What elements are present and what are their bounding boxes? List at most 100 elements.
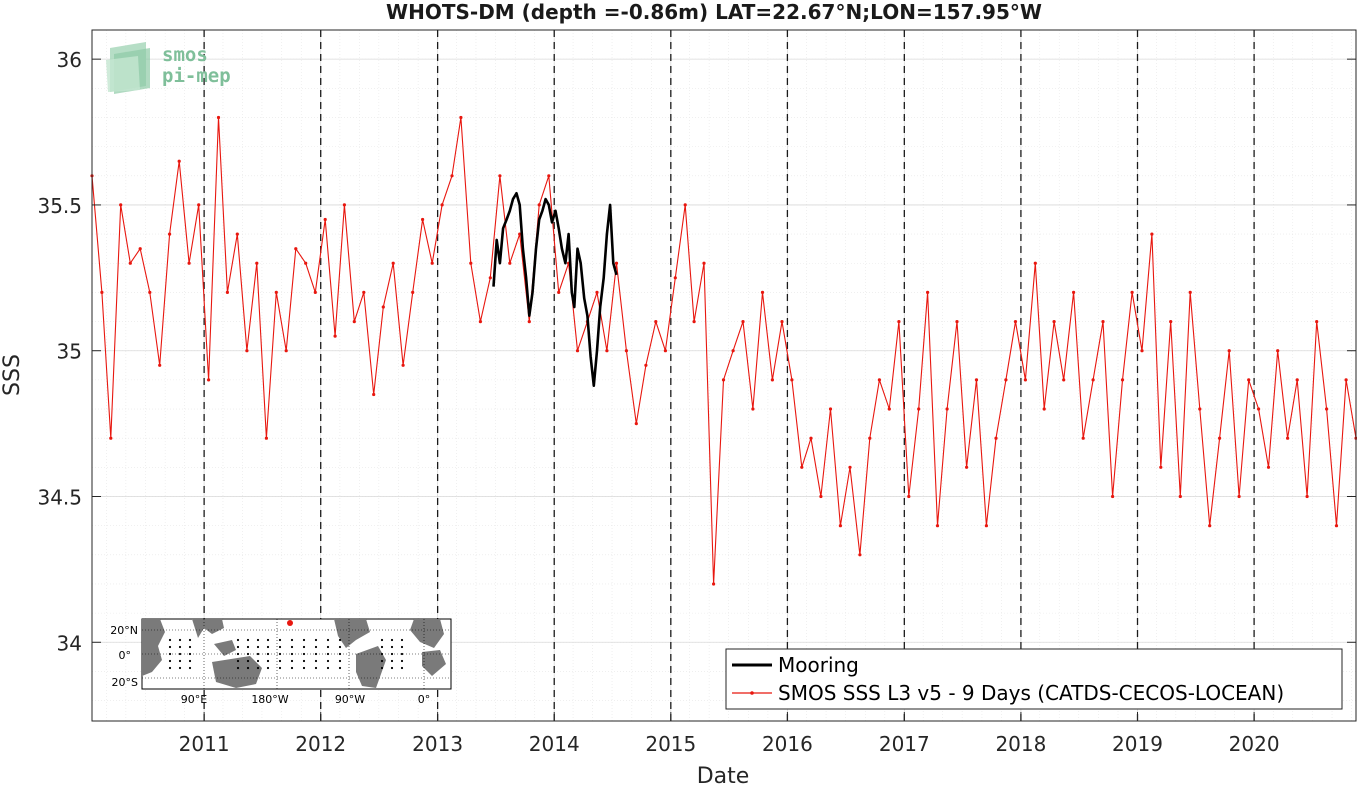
data-point — [187, 261, 191, 265]
data-point — [128, 261, 132, 265]
data-point — [634, 422, 638, 426]
data-point — [809, 436, 813, 440]
inset-station-dot — [278, 638, 282, 642]
data-point — [1062, 378, 1066, 382]
inset-station-dot — [290, 652, 294, 656]
inset-station-dot — [188, 638, 192, 642]
inset-station-dot — [302, 645, 306, 649]
inset-station-dot — [178, 666, 182, 670]
inset-station-dot — [290, 659, 294, 663]
data-point — [1188, 290, 1192, 294]
data-point — [100, 290, 104, 294]
inset-station-dot — [178, 645, 182, 649]
inset-station-dot — [246, 638, 250, 642]
inset-station-dot — [302, 652, 306, 656]
inset-station-dot — [390, 645, 394, 649]
data-point — [109, 436, 113, 440]
data-point — [274, 290, 278, 294]
inset-station-dot — [302, 638, 306, 642]
data-point — [974, 378, 979, 382]
data-point — [1325, 407, 1329, 411]
data-point — [1247, 378, 1251, 382]
data-point — [430, 261, 434, 265]
logo-graphic-icon — [106, 42, 150, 94]
data-point — [1052, 320, 1056, 324]
inset-station-dot — [326, 666, 330, 670]
inset-station-dot — [236, 659, 240, 663]
data-point — [1140, 349, 1144, 353]
data-point — [381, 305, 385, 309]
inset-station-dot — [256, 645, 260, 649]
data-point — [984, 524, 989, 528]
data-point — [459, 115, 463, 120]
inset-station-dot — [266, 652, 270, 656]
x-tick-label: 2013 — [412, 732, 463, 756]
inset-station-dot — [302, 666, 306, 670]
inset-station-dot — [188, 659, 192, 663]
inset-station-dot — [390, 666, 394, 670]
data-point — [245, 349, 249, 353]
data-point — [1344, 378, 1348, 382]
inset-station-dot — [168, 645, 172, 649]
data-point — [683, 203, 687, 207]
inset-station-dot — [326, 652, 330, 656]
data-point — [372, 392, 376, 397]
inset-station-dot — [278, 652, 282, 656]
inset-station-dot — [256, 652, 260, 656]
inset-station-dot — [290, 666, 294, 670]
inset-station-dot — [390, 638, 394, 642]
data-point — [148, 290, 152, 294]
inset-world-map: 20°N 0° 20°S 90°E 180°W 90°W 0° — [110, 618, 452, 706]
y-tick-label: 35.5 — [37, 194, 82, 218]
data-point — [119, 203, 123, 207]
data-point — [342, 203, 346, 207]
data-point — [858, 553, 862, 557]
inset-station-dot — [168, 666, 172, 670]
data-point — [848, 465, 852, 469]
data-point — [692, 320, 696, 324]
x-tick-label: 2020 — [1229, 732, 1280, 756]
logo-text-smos: smos — [162, 44, 208, 66]
data-point — [935, 524, 940, 528]
inset-station-dot — [380, 638, 384, 642]
data-point — [877, 378, 882, 382]
inset-station-dot — [188, 645, 192, 649]
inset-station-dot — [338, 659, 342, 663]
x-tick-label: 2014 — [529, 732, 580, 756]
inset-station-dot — [390, 652, 394, 656]
data-point — [605, 349, 609, 353]
inset-station-dot — [278, 659, 282, 663]
data-point — [1042, 407, 1046, 411]
inset-station-dot — [314, 638, 318, 642]
data-point — [158, 363, 162, 367]
inset-station-dot — [188, 666, 192, 670]
data-point — [1276, 349, 1280, 353]
inset-station-dot — [168, 638, 172, 642]
series-smos-line — [90, 115, 1357, 586]
x-tick-label: 2012 — [295, 732, 346, 756]
data-point — [391, 261, 395, 265]
data-point — [1227, 349, 1231, 353]
data-point — [819, 494, 823, 499]
data-point — [1178, 494, 1182, 499]
data-point — [1150, 232, 1154, 236]
inset-station-dot — [278, 666, 282, 670]
data-point — [595, 290, 599, 294]
inset-station-dot — [380, 666, 384, 670]
data-point — [255, 261, 259, 265]
data-point — [537, 203, 541, 207]
inset-station-dot — [314, 652, 318, 656]
data-point — [575, 349, 580, 353]
data-point — [790, 378, 794, 382]
data-point — [838, 524, 843, 528]
data-point — [225, 290, 229, 294]
data-point — [1257, 407, 1261, 411]
inset-station-dot — [314, 666, 318, 670]
data-point — [897, 320, 901, 324]
plot-frame — [91, 29, 1357, 722]
data-point — [741, 320, 745, 324]
chart-legend: Mooring SMOS SSS L3 v5 - 9 Days (CATDS-C… — [725, 648, 1343, 710]
y-tick-label: 36 — [57, 48, 82, 72]
data-point — [488, 276, 492, 280]
